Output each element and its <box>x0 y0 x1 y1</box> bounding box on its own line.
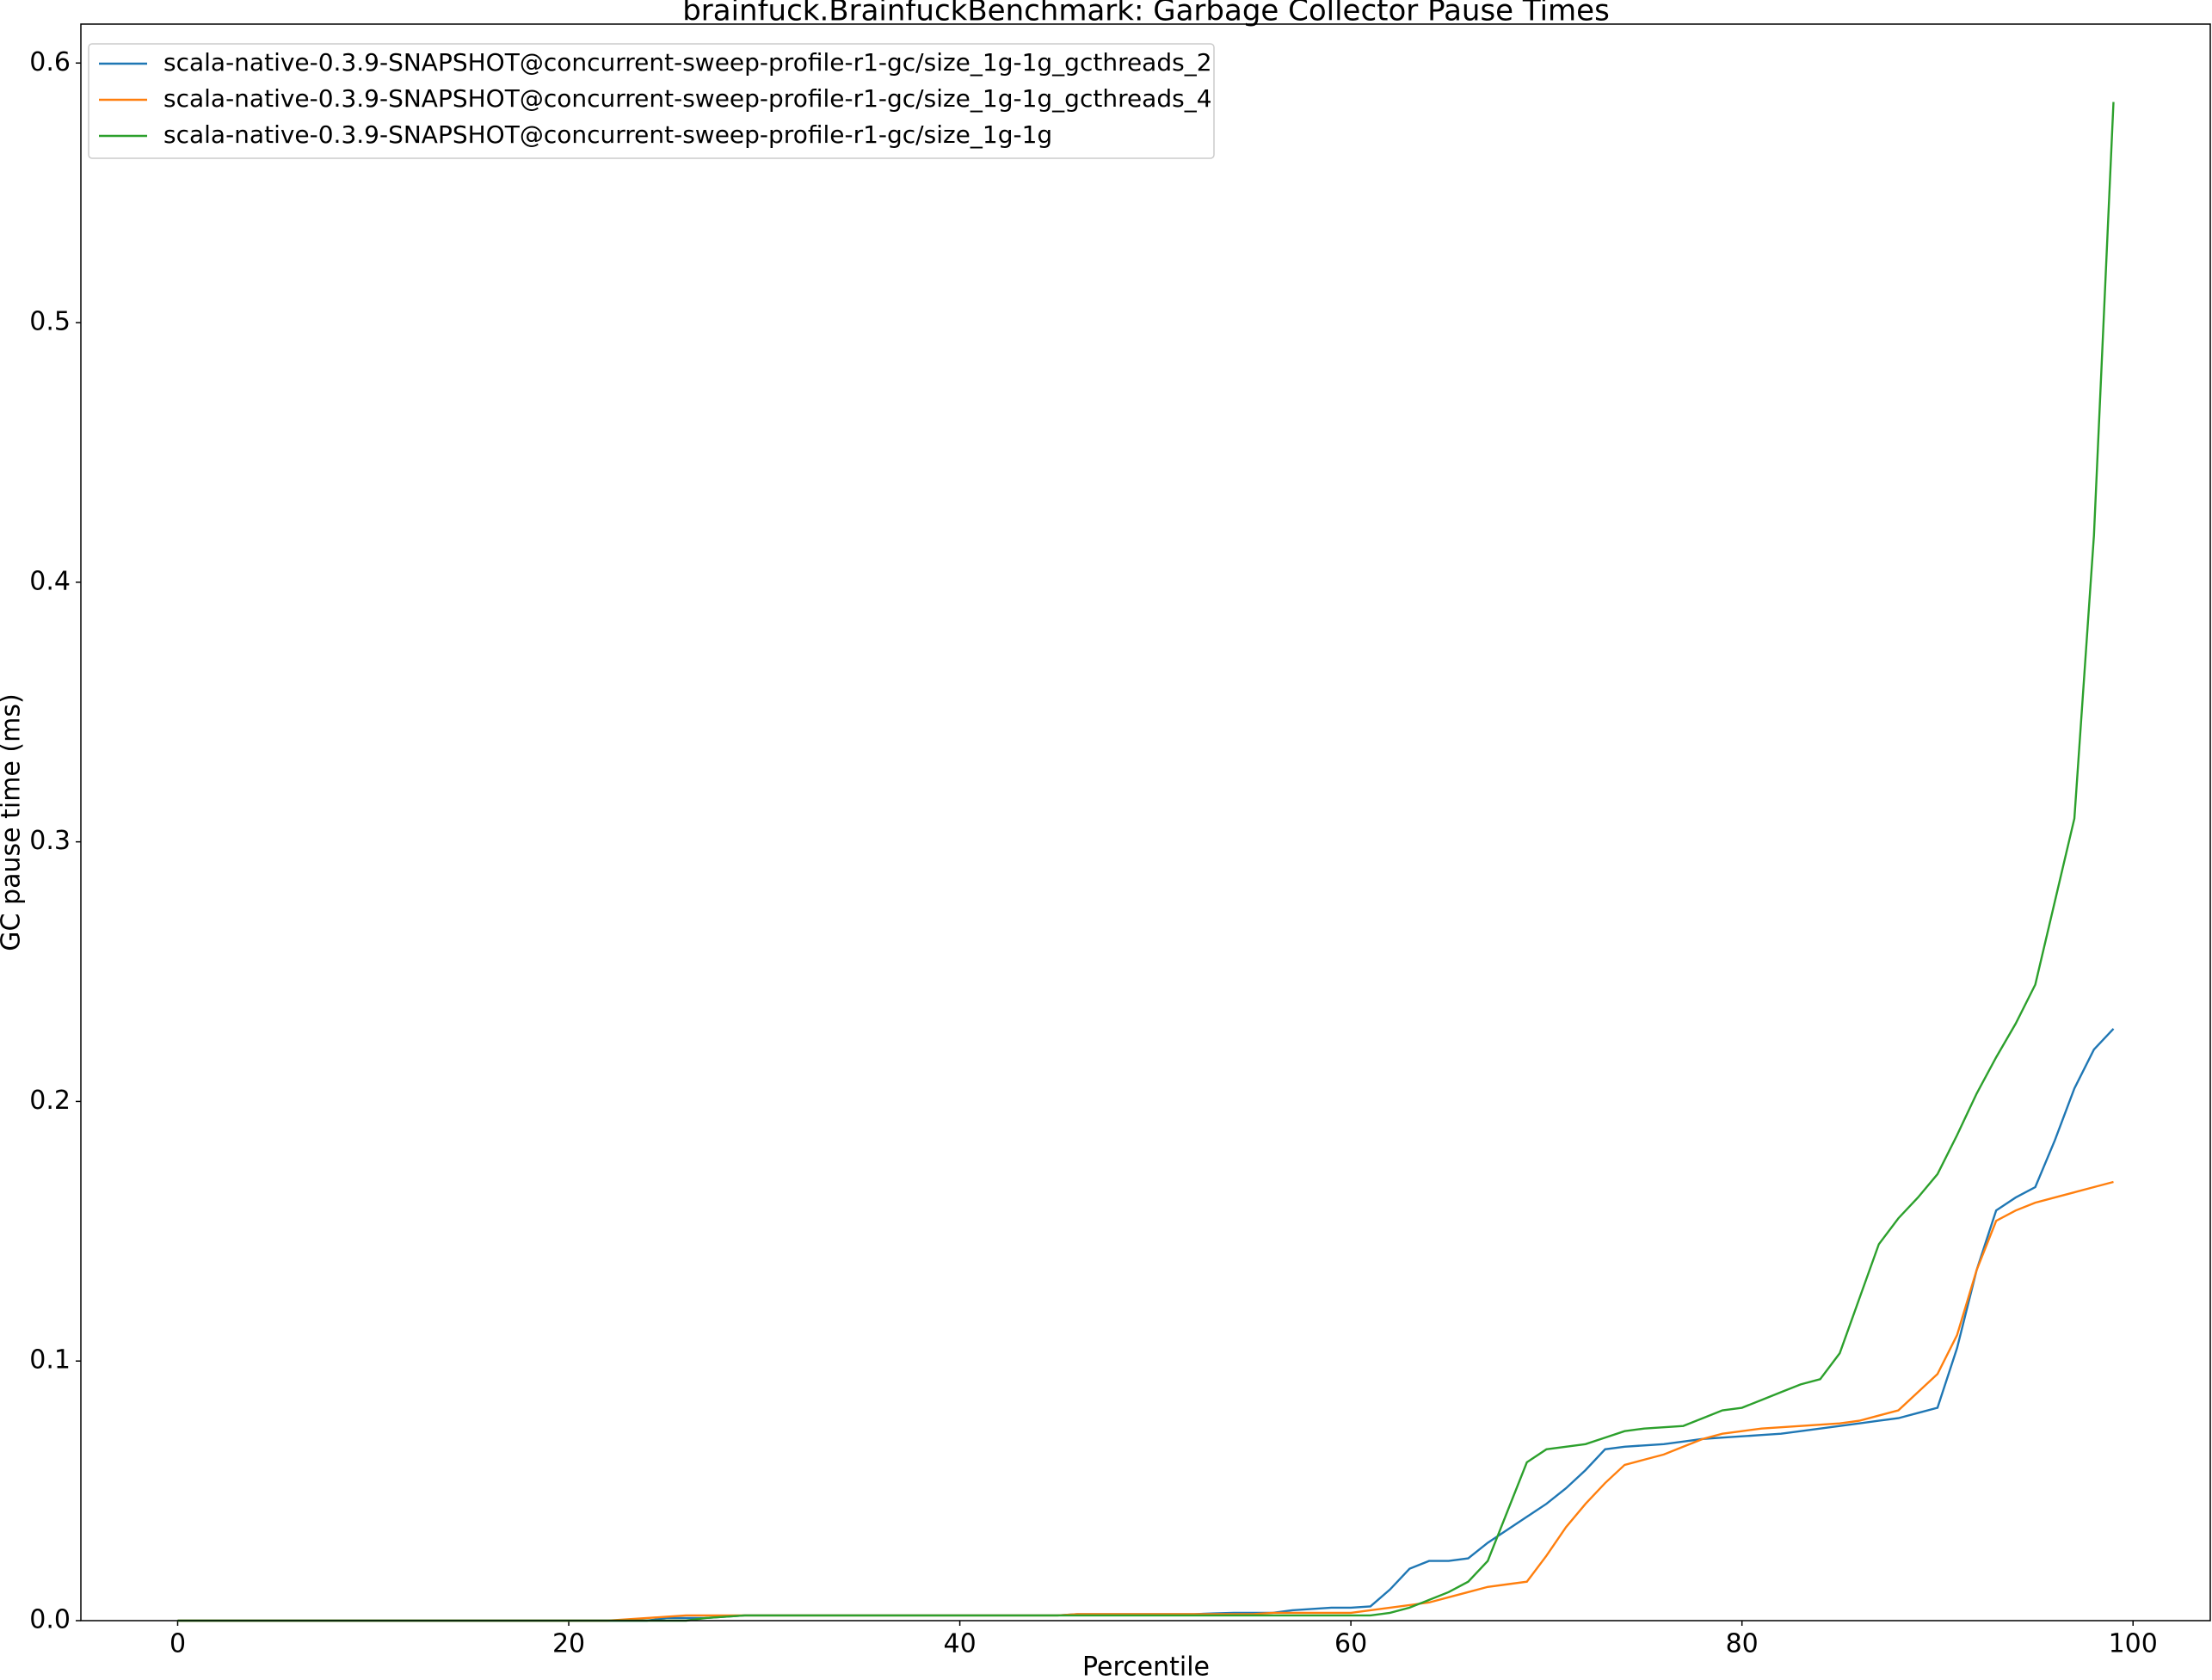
chart-title: brainfuck.BrainfuckBenchmark: Garbage Co… <box>682 0 1610 28</box>
legend: scala-native-0.3.9-SNAPSHOT@concurrent-s… <box>88 43 1215 159</box>
y-tick-label: 0.3 <box>29 826 71 856</box>
y-tick-label: 0.2 <box>29 1086 71 1116</box>
y-tick-label: 0.6 <box>29 47 71 77</box>
y-tick-label: 0.1 <box>29 1345 71 1375</box>
x-tick-label: 80 <box>1726 1629 1759 1659</box>
y-tick-label: 0.4 <box>29 566 71 596</box>
legend-label: scala-native-0.3.9-SNAPSHOT@concurrent-s… <box>163 120 1052 149</box>
legend-box <box>88 43 1215 159</box>
y-tick-label: 0.5 <box>29 307 71 337</box>
x-axis-label: Percentile <box>1082 1652 1210 1680</box>
x-tick-label: 0 <box>169 1629 186 1659</box>
x-tick-label: 60 <box>1334 1629 1367 1659</box>
x-tick-label: 40 <box>943 1629 976 1659</box>
y-tick-label: 0.0 <box>29 1605 71 1635</box>
x-tick-label: 100 <box>2109 1629 2158 1659</box>
x-tick-label: 20 <box>552 1629 585 1659</box>
y-axis-label: GC pause time (ms) <box>0 693 27 951</box>
plot-frame <box>80 23 2211 1622</box>
legend-label: scala-native-0.3.9-SNAPSHOT@concurrent-s… <box>163 48 1212 77</box>
legend-label: scala-native-0.3.9-SNAPSHOT@concurrent-s… <box>163 84 1212 113</box>
